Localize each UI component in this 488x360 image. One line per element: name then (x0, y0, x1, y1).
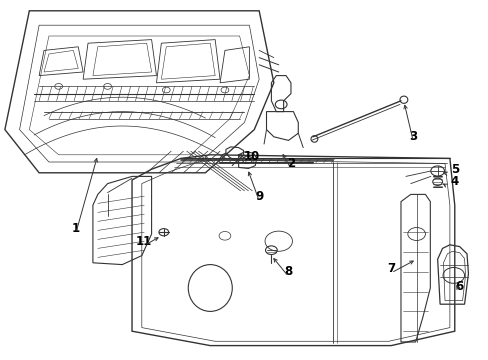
Text: 9: 9 (255, 190, 263, 203)
Text: 6: 6 (455, 280, 463, 293)
Text: 11: 11 (136, 235, 152, 248)
Text: 1: 1 (72, 222, 80, 235)
Text: 5: 5 (450, 163, 458, 176)
Text: 4: 4 (450, 175, 458, 188)
Text: 8: 8 (284, 265, 292, 278)
Text: 2: 2 (286, 157, 294, 170)
Text: 10: 10 (243, 150, 260, 163)
Text: 3: 3 (408, 130, 416, 143)
Text: 7: 7 (386, 262, 394, 275)
